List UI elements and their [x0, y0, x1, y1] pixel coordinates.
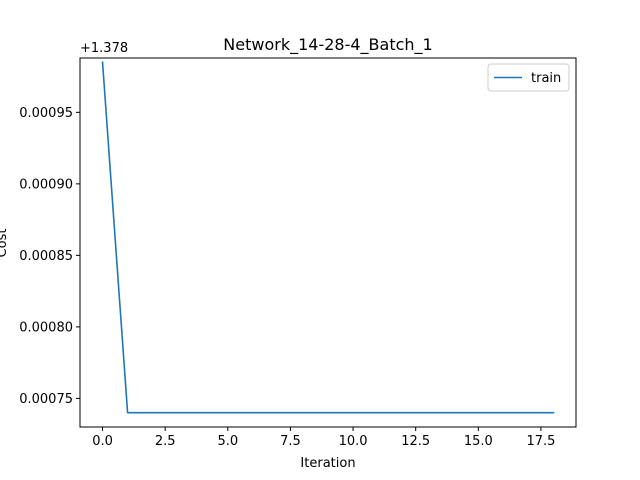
plot-area: 0.0 2.5 5.0 7.5 10.0 12.5 15.0 17.5 0.00075 0.000…: [19, 57, 577, 449]
legend-box: [487, 63, 570, 92]
axes-frame: [79, 57, 577, 428]
x-axis-label: Iteration: [300, 456, 355, 471]
y-tick-label: 0.00080: [19, 320, 73, 335]
y-tick-label: 0.00075: [19, 392, 73, 407]
x-tick-label: 0.0: [92, 434, 113, 449]
legend-label-train: train: [531, 71, 561, 86]
x-tick-label: 2.5: [155, 434, 176, 449]
x-tick-label: 15.0: [464, 434, 493, 449]
y-offset-text: +1.378: [80, 41, 128, 56]
x-tick-label: 17.5: [526, 434, 555, 449]
legend: train: [487, 63, 570, 92]
y-axis-label: Cost: [0, 229, 10, 258]
y-tick-label: 0.00090: [19, 177, 73, 192]
x-tick-label: 12.5: [401, 434, 430, 449]
chart-title: Network_14-28-4_Batch_1: [223, 35, 432, 55]
series-line-train: [101, 61, 555, 414]
x-tick-label: 10.0: [339, 434, 368, 449]
y-tick-label: 0.00085: [19, 249, 73, 264]
x-tick-label: 5.0: [217, 434, 238, 449]
x-tick-label: 7.5: [280, 434, 301, 449]
y-tick-label: 0.00095: [19, 106, 73, 121]
